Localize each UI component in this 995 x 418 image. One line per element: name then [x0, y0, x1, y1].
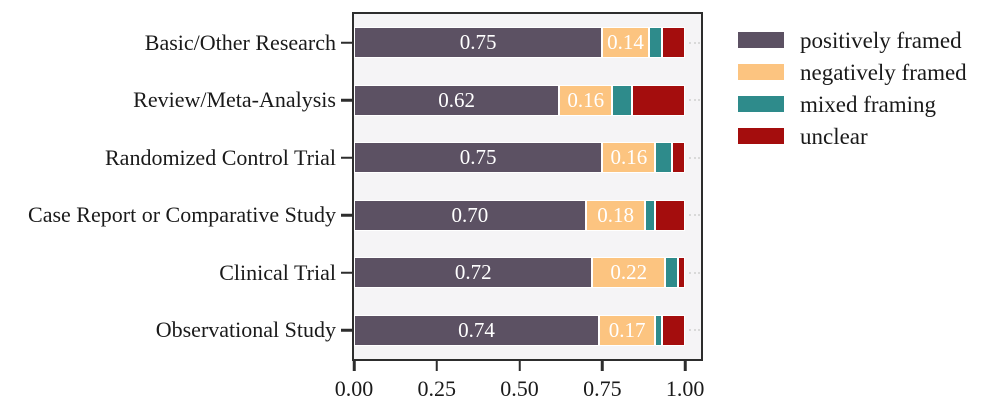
bar-row: 0.75 0.14 [354, 27, 701, 59]
faint-dash-mark [689, 41, 701, 44]
plot-inner: 0.75 0.14 0.62 0.16 0.75 0.16 0.70 0.18 0.72 0.22… [354, 14, 701, 359]
legend-swatch-icon [738, 128, 784, 144]
bar-segment-mixed-framing [612, 84, 633, 116]
bar-row: 0.70 0.18 [354, 199, 701, 231]
bar-value-label: 0.62 [438, 89, 476, 111]
category-label: Review/Meta-Analysis [133, 87, 336, 113]
faint-dash-mark [689, 271, 701, 274]
bar-segment-positively-framed: 0.75 [354, 142, 603, 174]
x-tick-label: 0.00 [334, 376, 374, 401]
legend-label: unclear [800, 123, 868, 149]
bar-segment-mixed-framing [648, 27, 662, 59]
legend-label: positively framed [800, 27, 962, 53]
legend-label: negatively framed [800, 59, 967, 85]
legend-swatch-icon [738, 96, 784, 112]
bar-segment-unclear [671, 142, 686, 174]
bar-segment-positively-framed: 0.72 [354, 257, 593, 289]
bar-value-label: 0.72 [454, 262, 492, 284]
bar-segment-negatively-framed: 0.14 [602, 27, 649, 59]
bar-value-label: 0.75 [459, 147, 497, 169]
legend-swatch-icon [738, 64, 784, 80]
legend-label: mixed framing [800, 91, 937, 117]
bar-row: 0.75 0.16 [354, 142, 701, 174]
bar-segment-positively-framed: 0.62 [354, 84, 560, 116]
bar-value-label: 0.17 [608, 319, 646, 341]
bar-segment-unclear [655, 199, 686, 231]
x-tick-mark [352, 361, 356, 371]
legend-item: mixed framing [738, 92, 967, 116]
bar-value-label: 0.75 [459, 32, 497, 54]
bar-segment-positively-framed: 0.75 [354, 27, 603, 59]
category-label: Observational Study [155, 317, 336, 343]
x-tick-mark [601, 361, 604, 371]
category-label: Basic/Other Research [144, 29, 336, 55]
y-tick-mark [341, 156, 352, 159]
y-tick-mark [341, 271, 352, 274]
bar-segment-positively-framed: 0.70 [354, 199, 586, 231]
bar-row: 0.72 0.22 [354, 257, 701, 289]
bar-value-label: 0.14 [607, 32, 644, 54]
bar-value-label: 0.22 [610, 262, 648, 284]
plot-area: 0.75 0.14 0.62 0.16 0.75 0.16 0.70 0.18 0.72 0.22… [352, 12, 703, 361]
x-tick-mark [435, 361, 439, 371]
x-tick-mark [518, 361, 521, 371]
bar-segment-positively-framed: 0.74 [354, 314, 600, 346]
y-tick-mark [341, 214, 352, 217]
bar-segment-unclear [678, 257, 686, 289]
faint-dash-mark [689, 156, 701, 159]
bar-segment-negatively-framed: 0.17 [599, 314, 656, 346]
x-tick-label: 0.25 [417, 376, 457, 401]
faint-dash-mark [689, 214, 701, 217]
category-label: Case Report or Comparative Study [28, 202, 336, 228]
bar-segment-mixed-framing [655, 142, 672, 174]
bar-value-label: 0.16 [567, 89, 605, 111]
bar-segment-unclear [632, 84, 686, 116]
legend: positively framed negatively framed mixed … [738, 28, 967, 156]
bar-segment-negatively-framed: 0.16 [602, 142, 656, 174]
category-label: Randomized Control Trial [105, 144, 336, 170]
bar-row: 0.62 0.16 [354, 84, 701, 116]
y-tick-mark [341, 329, 352, 332]
category-label: Clinical Trial [219, 259, 336, 285]
bar-segment-negatively-framed: 0.22 [592, 257, 666, 289]
x-tick-mark [683, 361, 687, 371]
bar-segment-unclear [661, 314, 686, 346]
bar-segment-negatively-framed: 0.16 [559, 84, 613, 116]
bar-segment-unclear [661, 27, 686, 59]
bar-segment-negatively-framed: 0.18 [585, 199, 646, 231]
bar-segment-mixed-framing [665, 257, 679, 289]
bar-value-label: 0.74 [458, 319, 495, 341]
legend-item: unclear [738, 124, 967, 148]
legend-item: positively framed [738, 28, 967, 52]
bar-row: 0.74 0.17 [354, 314, 701, 346]
y-tick-mark [341, 41, 352, 44]
bar-segment-mixed-framing [655, 314, 662, 346]
y-tick-mark [341, 99, 352, 102]
bar-segment-mixed-framing [645, 199, 656, 231]
x-tick-label: 1.00 [665, 376, 705, 401]
bar-value-label: 0.70 [451, 204, 489, 226]
bar-value-label: 0.18 [597, 204, 634, 226]
x-tick-label: 0.75 [583, 376, 622, 401]
faint-dash-mark [689, 329, 701, 332]
legend-swatch-icon [738, 32, 784, 48]
bar-value-label: 0.16 [610, 147, 648, 169]
x-tick-label: 0.50 [500, 376, 539, 401]
legend-item: negatively framed [738, 60, 967, 84]
faint-dash-mark [689, 99, 701, 102]
